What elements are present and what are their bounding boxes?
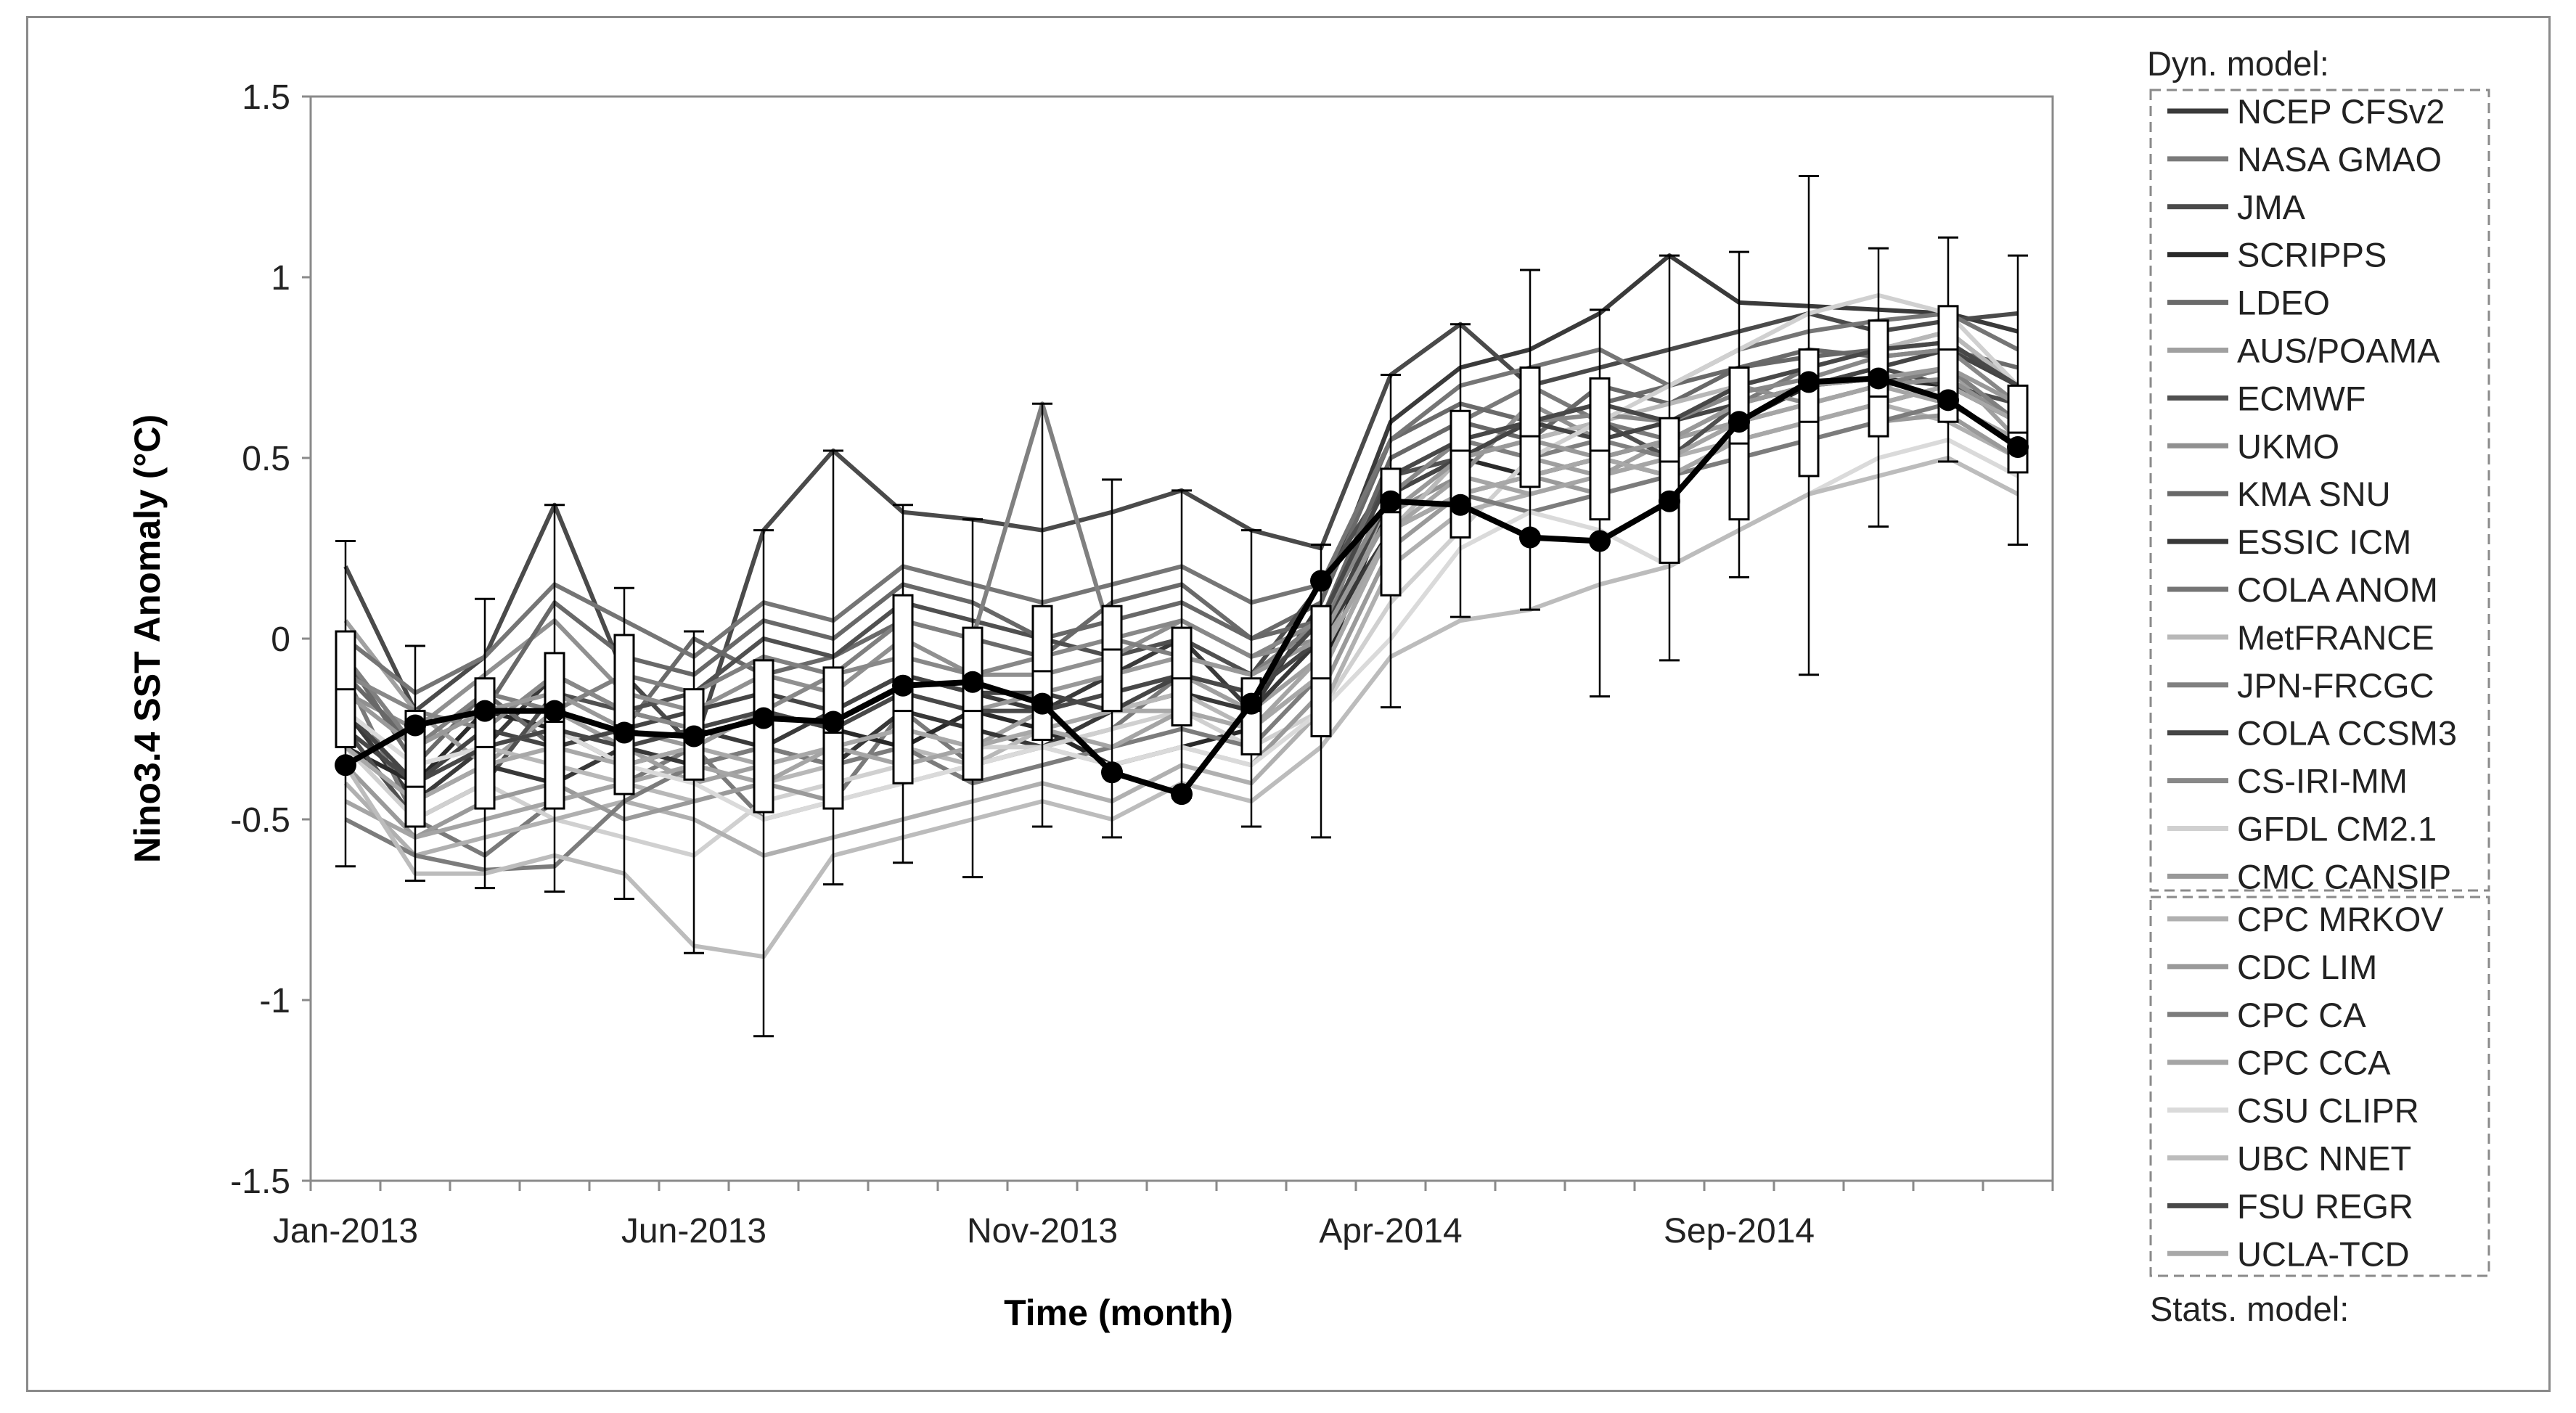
- legend-dynamical-box: [2149, 89, 2490, 892]
- legend-label: UCLA-TCD: [2237, 1234, 2410, 1273]
- observed-point: [962, 671, 984, 693]
- observed-series: [335, 367, 2029, 806]
- y-axis: 1.5 1 0.5 0 -0.5 -1 -1.5: [230, 78, 311, 1201]
- observed-point: [2007, 436, 2029, 459]
- legend-label: COLA ANOM: [2237, 570, 2438, 609]
- observed-point: [1519, 526, 1541, 549]
- y-tick-label: -0.5: [230, 801, 290, 840]
- observed-point: [1937, 389, 1959, 411]
- y-axis-title: Nino3.4 SST Anomaly (°C): [127, 414, 168, 863]
- boxplot-box: [1449, 409, 1471, 539]
- legend-label: KMA SNU: [2237, 475, 2391, 513]
- boxplot-box: [1798, 348, 1820, 478]
- legend-entries: NCEP CFSv2 NASA GMAO JMA SCRIPPS LDEO AUS/POA…: [2167, 92, 2457, 1273]
- legend: Dyn. model: Stats. model: NCEP CFSv2 NASA…: [2147, 44, 2490, 1328]
- observed-point: [544, 700, 565, 722]
- chart-frame: [26, 16, 2551, 1392]
- observed-point: [1449, 493, 1471, 516]
- legend-statistical-box: [2149, 896, 2490, 1277]
- observed-point: [613, 721, 635, 744]
- boxplot-box: [474, 677, 496, 810]
- observed-point: [1031, 692, 1053, 715]
- legend-label: FSU REGR: [2237, 1187, 2413, 1225]
- legend-label: CSU CLIPR: [2237, 1092, 2419, 1130]
- legend-label: UBC NNET: [2237, 1139, 2411, 1178]
- boxplot-box: [1310, 605, 1332, 737]
- legend-label: NASA GMAO: [2237, 140, 2442, 179]
- legend-label: CMC CANSIP: [2237, 857, 2451, 896]
- y-tick-label: 1: [271, 259, 290, 298]
- x-tick-label: Jan-2013: [273, 1212, 418, 1250]
- legend-label: MetFRANCE: [2237, 618, 2434, 657]
- y-tick-label: -1: [259, 982, 290, 1020]
- y-tick-label: -1.5: [230, 1163, 290, 1201]
- x-tick-label: Jun-2013: [621, 1212, 766, 1250]
- observed-point: [1171, 783, 1193, 806]
- observed-point: [1380, 490, 1402, 512]
- observed-point: [1659, 490, 1680, 512]
- boxplot-box: [2007, 384, 2029, 474]
- x-tick-label: Nov-2013: [967, 1212, 1118, 1250]
- boxplot-box: [544, 652, 565, 810]
- y-tick-label: 0.5: [242, 440, 290, 478]
- legend-dynamical-title: Dyn. model:: [2147, 44, 2329, 83]
- observed-point: [822, 710, 844, 733]
- observed-point: [404, 714, 426, 737]
- legend-label: CS-IRI-MM: [2237, 762, 2408, 800]
- observed-point: [335, 754, 356, 777]
- legend-statistical-title: Stats. model:: [2150, 1290, 2349, 1328]
- x-axis: Jan-2013 Jun-2013 Nov-2013 Apr-2014 Sep-2014: [273, 1181, 2054, 1250]
- observed-point: [474, 700, 496, 722]
- observed-point: [1728, 411, 1750, 433]
- legend-label: UKMO: [2237, 427, 2339, 465]
- legend-label: CDC LIM: [2237, 948, 2377, 986]
- boxplot-box: [1031, 605, 1053, 741]
- observed-point: [753, 707, 774, 729]
- legend-label: JMA: [2237, 188, 2306, 226]
- boxplot-box: [1589, 377, 1611, 521]
- observed-point: [1589, 530, 1611, 552]
- legend-label: ESSIC ICM: [2237, 523, 2411, 561]
- observed-point: [1310, 570, 1332, 592]
- legend-label: NCEP CFSv2: [2237, 92, 2445, 131]
- boxplot-box: [822, 666, 844, 810]
- boxplot-box: [1171, 626, 1193, 727]
- x-tick-label: Apr-2014: [1319, 1212, 1462, 1250]
- legend-label: ECMWF: [2237, 379, 2366, 417]
- y-tick-label: 1.5: [242, 78, 290, 117]
- observed-point: [1240, 692, 1262, 715]
- legend-label: SCRIPPS: [2237, 236, 2387, 274]
- boxplot-box: [613, 634, 635, 795]
- legend-label: CPC CCA: [2237, 1044, 2391, 1082]
- x-axis-title: Time (month): [1004, 1293, 1233, 1333]
- observed-point: [1101, 761, 1123, 784]
- observed-point: [683, 725, 705, 748]
- observed-point: [1798, 371, 1820, 393]
- boxplot-box: [1519, 366, 1541, 488]
- observed-point: [1868, 367, 1889, 390]
- legend-label: CPC CA: [2237, 996, 2366, 1034]
- x-tick-label: Sep-2014: [1664, 1212, 1815, 1250]
- boxplot-box: [962, 626, 984, 781]
- boxplot-box: [1101, 605, 1123, 713]
- legend-label: LDEO: [2237, 284, 2330, 322]
- boxplot-box: [753, 659, 774, 814]
- legend-label: GFDL CM2.1: [2237, 810, 2437, 848]
- y-tick-label: 0: [271, 621, 290, 659]
- boxplot-box: [1380, 467, 1402, 597]
- observed-point: [892, 674, 914, 697]
- legend-label: JPN-FRCGC: [2237, 666, 2434, 705]
- legend-label: AUS/POAMA: [2237, 332, 2440, 370]
- legend-label: COLA CCSM3: [2237, 714, 2457, 753]
- legend-label: CPC MRKOV: [2237, 900, 2444, 938]
